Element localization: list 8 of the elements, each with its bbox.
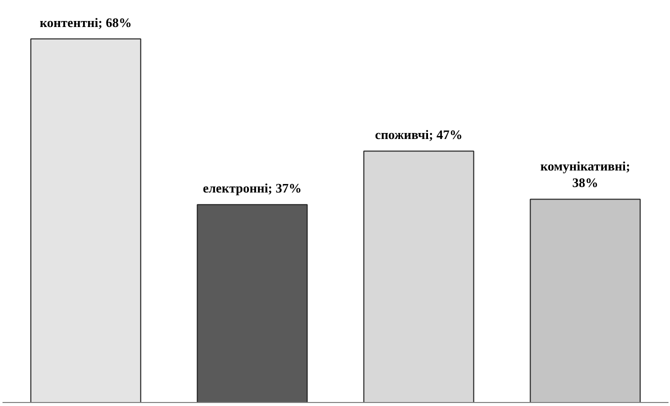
bar: [530, 198, 641, 402]
bar: [363, 150, 474, 402]
bar: [30, 38, 142, 402]
data-label: контентні; 68%: [40, 14, 132, 30]
bar: [196, 204, 308, 402]
data-label: комунікативні; 38%: [540, 158, 630, 190]
data-label: споживчі; 47%: [375, 127, 462, 142]
data-label: електронні; 37%: [202, 180, 302, 196]
